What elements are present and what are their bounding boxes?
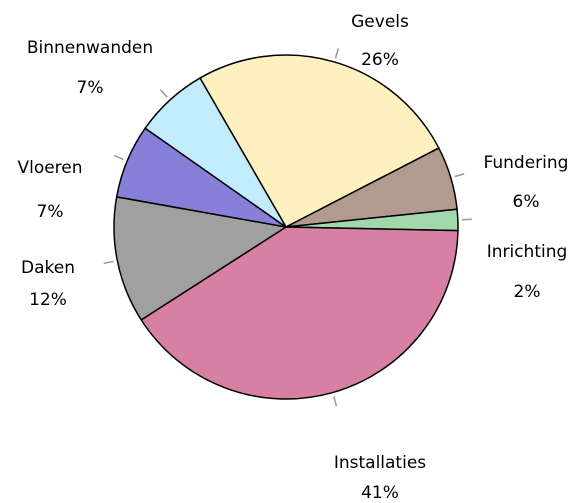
slice-label: Gevels [351, 12, 409, 32]
leader-line [103, 260, 114, 265]
value-label: 2% [514, 282, 541, 302]
leader-line [159, 89, 168, 98]
value-label: 7% [37, 202, 64, 222]
value-label: 12% [29, 290, 67, 310]
pie-slice [198, 54, 440, 228]
slice-label: Installaties [334, 453, 426, 473]
value-label: 7% [77, 78, 104, 98]
value-label: 6% [513, 192, 540, 212]
leader-line [334, 48, 340, 59]
slice-label: Vloeren [17, 158, 82, 178]
value-label: 41% [361, 483, 399, 503]
leader-line [113, 154, 124, 161]
pie-slice [113, 195, 289, 321]
leader-line [454, 173, 465, 178]
slice-label: Binnenwanden [27, 38, 153, 58]
leader-line [333, 396, 338, 407]
slice-label: Inrichting [487, 242, 568, 262]
slice-label: Daken [21, 258, 75, 278]
pie-slice [140, 226, 459, 400]
slice-label: Fundering [484, 153, 569, 173]
value-label: 26% [361, 50, 399, 70]
pie-slice [144, 77, 287, 228]
